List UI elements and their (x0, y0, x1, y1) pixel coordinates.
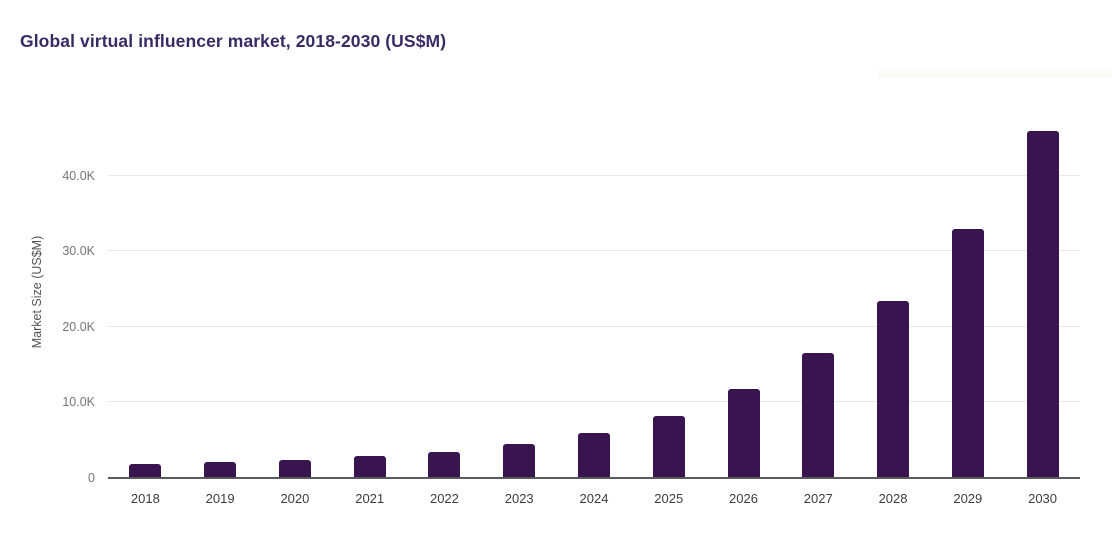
bar-2018[interactable] (129, 464, 162, 478)
gridline (108, 325, 1080, 327)
y-axis-title: Market Size (US$M) (30, 235, 44, 349)
x-tick-label: 2029 (953, 491, 983, 506)
x-tick-label: 2030 (1028, 491, 1058, 506)
x-tick-label: 2026 (729, 491, 758, 506)
bar-slot: 2027 (781, 120, 856, 506)
bar-2023[interactable] (503, 444, 536, 478)
bar-2024[interactable] (577, 432, 610, 478)
x-tick-label: 2027 (803, 491, 833, 506)
bar-slot: 2026 (706, 120, 781, 506)
bar-2026[interactable] (727, 388, 760, 478)
bar-slot: 2018 (108, 120, 183, 506)
x-tick-label: 2025 (654, 491, 684, 506)
faint-toolbar-strip (878, 69, 1112, 78)
bar-2029[interactable] (951, 228, 984, 478)
bar-2021[interactable] (353, 456, 386, 478)
bar-2020[interactable] (278, 459, 311, 478)
bar-slot: 2030 (1005, 120, 1080, 506)
x-tick-label: 2023 (504, 491, 534, 506)
bar-slot: 2022 (407, 120, 482, 506)
bar-slot: 2019 (183, 120, 258, 506)
y-tick-label: 0 (88, 471, 95, 485)
bar-slot: 2023 (482, 120, 557, 506)
bar-slot: 2029 (930, 120, 1005, 506)
x-tick-label: 2024 (579, 491, 609, 506)
bar-2027[interactable] (802, 352, 835, 478)
bar-slot: 2021 (332, 120, 407, 506)
y-tick-label: 10.0K (62, 395, 95, 410)
x-tick-label: 2022 (429, 491, 459, 506)
x-axis-line (108, 477, 1080, 479)
bar-slot: 2028 (856, 120, 931, 506)
bar-2025[interactable] (652, 416, 685, 478)
bar-slot: 2024 (557, 120, 632, 506)
gridline (108, 250, 1080, 252)
bar-2019[interactable] (204, 462, 237, 478)
x-tick-label: 2018 (130, 491, 160, 506)
y-tick-label: 20.0K (62, 319, 95, 334)
gridline (108, 401, 1080, 403)
gridline (108, 174, 1080, 176)
y-tick-label: 40.0K (62, 168, 95, 183)
x-tick-label: 2020 (280, 491, 310, 506)
chart-title: Global virtual influencer market, 2018-2… (20, 31, 447, 51)
bar-2028[interactable] (877, 300, 910, 478)
bar-slot: 2025 (631, 120, 706, 506)
y-tick-label: 30.0K (62, 244, 95, 259)
bar-2022[interactable] (428, 452, 461, 478)
x-tick-label: 2028 (878, 491, 908, 506)
plot-area: Market Size (US$M) 2018 2019 2020 2021 2022 2… (30, 120, 1080, 506)
bar-slot: 2020 (258, 120, 333, 506)
bar-2030[interactable] (1026, 130, 1059, 478)
x-tick-label: 2019 (205, 491, 235, 506)
bars-container: 2018 2019 2020 2021 2022 2023 2024 2025 2026 2027… (108, 120, 1080, 506)
x-tick-label: 2021 (355, 491, 385, 506)
